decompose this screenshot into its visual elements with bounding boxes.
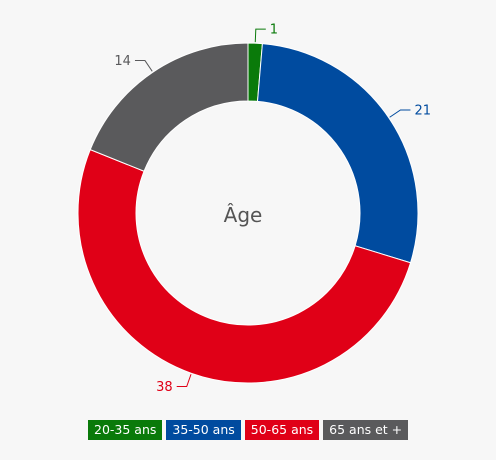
data-label: 14 (114, 54, 131, 69)
legend-item[interactable]: 35-50 ans (166, 420, 241, 440)
slice-35-50-ans[interactable] (256, 43, 419, 264)
chart-legend: 20-35 ans 35-50 ans 50-65 ans 65 ans et + (88, 420, 409, 440)
legend-item[interactable]: 20-35 ans (88, 420, 163, 440)
slice-65-ans-et-[interactable] (89, 42, 249, 172)
data-label: 1 (270, 23, 278, 38)
label-connector (389, 109, 411, 118)
legend-item[interactable]: 65 ans et + (323, 420, 409, 440)
slice-50-65-ans[interactable] (77, 148, 412, 384)
label-connector (176, 374, 192, 387)
data-label: 21 (414, 103, 431, 118)
chart-slices (77, 42, 419, 384)
label-connector (134, 60, 153, 72)
data-label: 38 (156, 380, 173, 395)
legend-item[interactable]: 50-65 ans (244, 420, 320, 440)
chart-title: Âge (224, 203, 263, 227)
label-connector (254, 28, 266, 43)
chart-data-labels: 1 21 38 14 (114, 23, 431, 395)
